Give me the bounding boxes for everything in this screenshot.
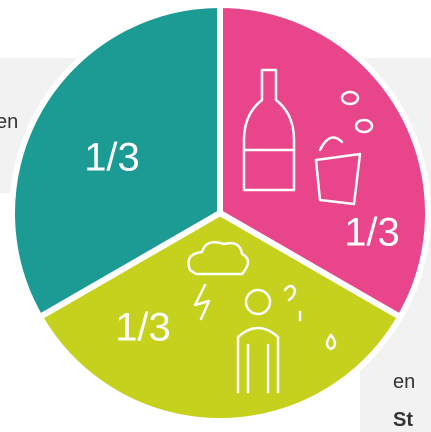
data-label: 1/3: [84, 136, 140, 180]
data-label: 1/3: [344, 211, 400, 255]
text-fragment: St: [393, 409, 413, 431]
data-label: 1/3: [115, 306, 171, 350]
text-fragment: en: [393, 371, 415, 393]
chart: en en St 1/3 1/3 1/3: [0, 0, 431, 432]
text-fragment: en: [0, 111, 18, 133]
